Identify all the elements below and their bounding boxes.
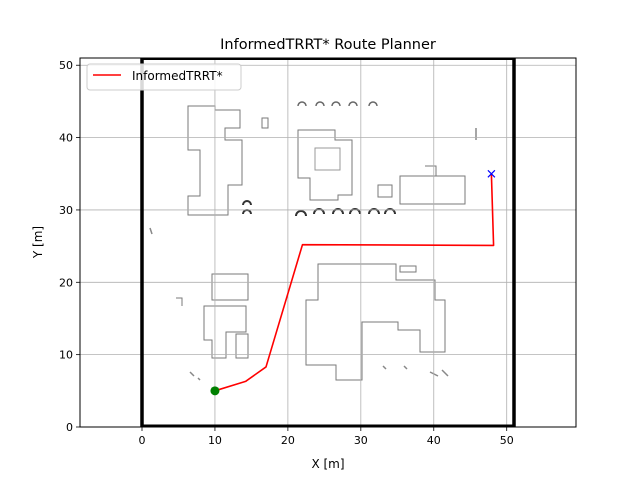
y-tick-label-30: 30 <box>59 204 73 217</box>
axes-frame <box>79 57 577 428</box>
y-tick-label-0: 0 <box>66 421 73 434</box>
legend-label: InformedTRRT* <box>132 69 223 83</box>
goal-marker-stroke-b <box>487 169 496 178</box>
y-tick-label-40: 40 <box>59 132 73 145</box>
x-tick-label-0: 0 <box>139 434 146 447</box>
y-tick-label-50: 50 <box>59 59 73 72</box>
route-line-0 <box>214 173 495 392</box>
x-tick-label-10: 10 <box>208 434 222 447</box>
x-tick-label-20: 20 <box>281 434 295 447</box>
legend: InformedTRRT* <box>86 63 242 91</box>
markers-layer <box>210 169 496 396</box>
x-tick-label-50: 50 <box>500 434 514 447</box>
x-tick-label-30: 30 <box>354 434 368 447</box>
x-tick-label-40: 40 <box>427 434 441 447</box>
start-marker <box>210 386 220 396</box>
chart-title: InformedTRRT* Route Planner <box>220 37 436 53</box>
x-axis-label: X [m] <box>311 457 344 471</box>
legend-box <box>86 63 242 91</box>
map-boundary <box>140 58 516 428</box>
obstacle-map <box>149 101 477 381</box>
series-layer <box>214 173 495 392</box>
y-tick-label-10: 10 <box>59 349 73 362</box>
y-axis-label: Y [m] <box>31 226 45 259</box>
goal-marker <box>487 169 496 178</box>
y-tick-label-20: 20 <box>59 276 73 289</box>
axis-ticks: 0 10 20 30 40 50 0 10 20 30 40 50 <box>59 59 514 447</box>
